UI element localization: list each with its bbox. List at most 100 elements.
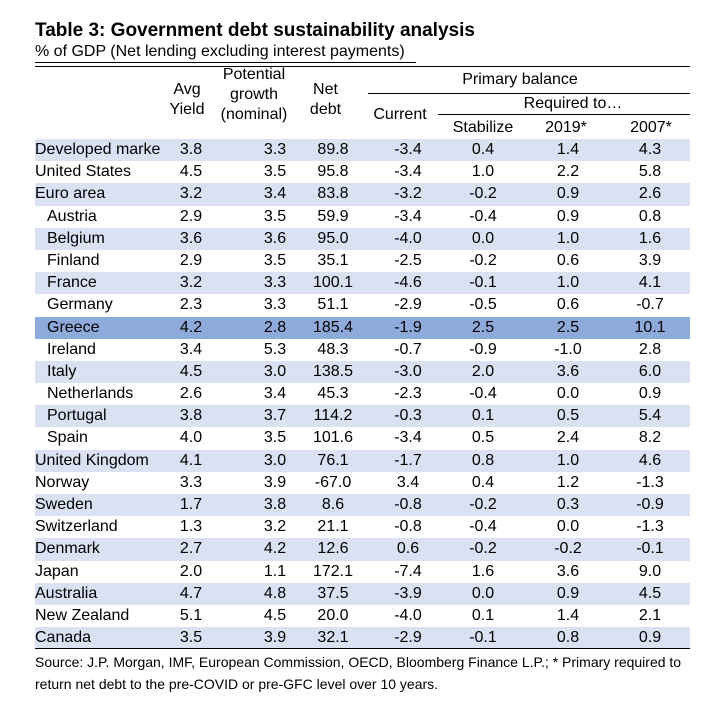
cell-required-2007: -1.3 xyxy=(636,518,664,536)
cell-net-debt: -67.0 xyxy=(314,473,352,491)
cell-stabilize: 0.4 xyxy=(471,141,495,158)
cell-net-debt: 32.1 xyxy=(317,629,349,647)
table-row: France 3.2 3.3 100.1 -4.6 -0.1 1.0 4.1 xyxy=(35,272,690,295)
cell-avg-yield: 3.8 xyxy=(179,407,203,425)
cell-required-2007: 9.0 xyxy=(638,562,662,580)
cell-potential-growth: 3.0 xyxy=(263,451,287,469)
cell-required-2007: 10.1 xyxy=(634,318,666,336)
cell-avg-yield: 2.0 xyxy=(179,562,203,580)
cell-stabilize: 0.0 xyxy=(471,584,495,602)
cell-current: -4.6 xyxy=(394,274,422,292)
cell-potential-growth: 3.5 xyxy=(263,207,287,225)
cell-current: -3.4 xyxy=(394,141,422,158)
header-2007: 2007* xyxy=(630,119,672,136)
cell-net-debt: 45.3 xyxy=(317,385,349,403)
cell-stabilize: 1.0 xyxy=(471,163,495,181)
cell-current: -0.8 xyxy=(394,496,422,513)
cell-required-2007: -0.9 xyxy=(636,496,664,513)
cell-net-debt: 21.1 xyxy=(317,518,349,536)
cell-required-2007: -1.3 xyxy=(636,473,664,491)
cell-required-2019: 0.8 xyxy=(556,629,580,647)
cell-required-2019: -1.0 xyxy=(554,340,582,358)
cell-net-debt: 37.5 xyxy=(317,584,349,602)
cell-avg-yield: 2.6 xyxy=(179,385,203,403)
cell-current: -3.4 xyxy=(394,207,422,225)
cell-required-2019: 1.0 xyxy=(556,451,580,469)
table-row: Netherlands 2.6 3.4 45.3 -2.3 -0.4 0.0 0.9 xyxy=(35,383,690,405)
cell-net-debt: 12.6 xyxy=(317,540,349,558)
table-row: Finland 2.9 3.5 35.1 -2.5 -0.2 0.6 3.9 xyxy=(35,250,690,272)
cell-avg-yield: 2.9 xyxy=(179,251,203,269)
cell-required-2007: 2.1 xyxy=(638,606,662,624)
row-name: Australia xyxy=(35,584,98,602)
cell-current: -7.4 xyxy=(394,562,422,580)
cell-required-2019: 0.9 xyxy=(556,584,580,602)
cell-required-2007: -0.7 xyxy=(636,296,664,314)
cell-current: -3.4 xyxy=(394,163,422,181)
cell-avg-yield: 1.3 xyxy=(179,518,203,536)
cell-potential-growth: 3.7 xyxy=(263,407,287,425)
cell-avg-yield: 2.9 xyxy=(179,207,203,225)
cell-current: -1.7 xyxy=(394,451,422,469)
cell-required-2007: 0.9 xyxy=(638,629,662,647)
cell-required-2007: 2.8 xyxy=(638,340,662,358)
table-row: Greece 4.2 2.8 185.4 -1.9 2.5 2.5 10.1 xyxy=(35,316,690,339)
table-row: Belgium 3.6 3.6 95.0 -4.0 0.0 1.0 1.6 xyxy=(35,227,690,250)
cell-required-2019: 1.0 xyxy=(556,229,580,247)
row-name: Belgium xyxy=(47,229,105,247)
cell-avg-yield: 4.5 xyxy=(179,163,203,181)
cell-potential-growth: 3.6 xyxy=(263,229,287,247)
cell-net-debt: 20.0 xyxy=(317,606,349,624)
cell-required-2019: 0.0 xyxy=(556,518,580,536)
table-row: Italy 4.5 3.0 138.5 -3.0 2.0 3.6 6.0 xyxy=(35,360,690,384)
cell-required-2019: 1.4 xyxy=(556,606,580,624)
cell-required-2007: 8.2 xyxy=(638,429,662,447)
cell-required-2019: 2.2 xyxy=(556,163,580,181)
cell-required-2019: 0.9 xyxy=(556,207,580,225)
cell-current: 3.4 xyxy=(396,473,420,491)
row-name: Spain xyxy=(47,429,88,447)
table-row: Portugal 3.8 3.7 114.2 -0.3 0.1 0.5 5.4 xyxy=(35,405,690,428)
cell-stabilize: 2.0 xyxy=(471,362,495,380)
cell-avg-yield: 3.2 xyxy=(179,185,203,203)
cell-stabilize: 0.1 xyxy=(471,606,495,624)
table-row: Sweden 1.7 3.8 8.6 -0.8 -0.2 0.3 -0.9 xyxy=(35,494,690,517)
cell-stabilize: 0.1 xyxy=(471,407,495,425)
header-growth-line3: (nominal) xyxy=(220,106,288,123)
row-name: Sweden xyxy=(35,496,93,513)
row-name: Italy xyxy=(47,362,77,380)
table-row: Norway 3.3 3.9 -67.0 3.4 0.4 1.2 -1.3 xyxy=(35,472,690,494)
cell-net-debt: 101.6 xyxy=(312,429,354,447)
cell-potential-growth: 3.3 xyxy=(263,141,287,158)
cell-potential-growth: 3.9 xyxy=(263,629,287,647)
cell-stabilize: -0.9 xyxy=(469,340,497,358)
cell-required-2007: 4.6 xyxy=(638,451,662,469)
cell-potential-growth: 4.2 xyxy=(263,540,287,558)
cell-avg-yield: 2.7 xyxy=(179,540,203,558)
subtitle-underline xyxy=(35,62,416,63)
cell-potential-growth: 1.1 xyxy=(263,562,287,580)
cell-potential-growth: 3.5 xyxy=(263,251,287,269)
header-primary-balance: Primary balance xyxy=(462,71,578,88)
cell-stabilize: 0.4 xyxy=(471,473,495,491)
row-name: Austria xyxy=(47,207,97,225)
cell-stabilize: -0.4 xyxy=(469,518,497,536)
cell-potential-growth: 3.4 xyxy=(263,385,287,403)
cell-stabilize: 0.0 xyxy=(471,229,495,247)
header-required-to: Required to… xyxy=(523,95,623,112)
row-name: Germany xyxy=(47,296,113,314)
cell-current: 0.6 xyxy=(396,540,420,558)
cell-net-debt: 89.8 xyxy=(317,141,349,158)
header-2019: 2019* xyxy=(545,119,587,136)
cell-avg-yield: 1.7 xyxy=(179,496,203,513)
cell-required-2007: 3.9 xyxy=(638,251,662,269)
table-row: Spain 4.0 3.5 101.6 -3.4 0.5 2.4 8.2 xyxy=(35,427,690,449)
cell-avg-yield: 4.1 xyxy=(179,451,203,469)
cell-net-debt: 95.8 xyxy=(317,163,349,181)
header-current: Current xyxy=(373,106,427,123)
cell-current: -3.9 xyxy=(394,584,422,602)
cell-required-2007: -0.1 xyxy=(636,540,664,558)
cell-required-2019: 3.6 xyxy=(556,362,580,380)
row-name: Japan xyxy=(35,562,79,580)
cell-net-debt: 95.0 xyxy=(317,229,349,247)
